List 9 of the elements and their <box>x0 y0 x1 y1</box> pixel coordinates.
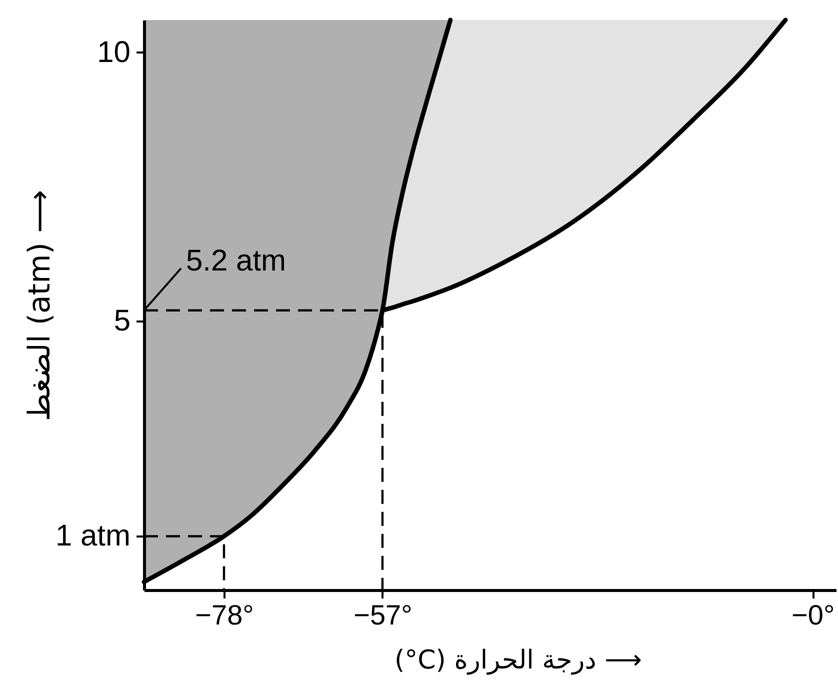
y-axis-title: الضغط (atm) ⟶ <box>22 190 58 422</box>
y-tick-label: 1 atm <box>55 520 130 553</box>
x-tick-label: −0° <box>792 600 835 630</box>
y-tick-label: 5 <box>114 304 130 338</box>
x-tick-label: −78° <box>195 600 254 630</box>
annotation: 5.2 atm <box>186 244 286 278</box>
x-axis-title: (°C) درجة الحرارة ⟶ <box>394 646 642 676</box>
y-tick-label: 10 <box>97 36 130 69</box>
x-tick-label: −57° <box>354 600 412 630</box>
